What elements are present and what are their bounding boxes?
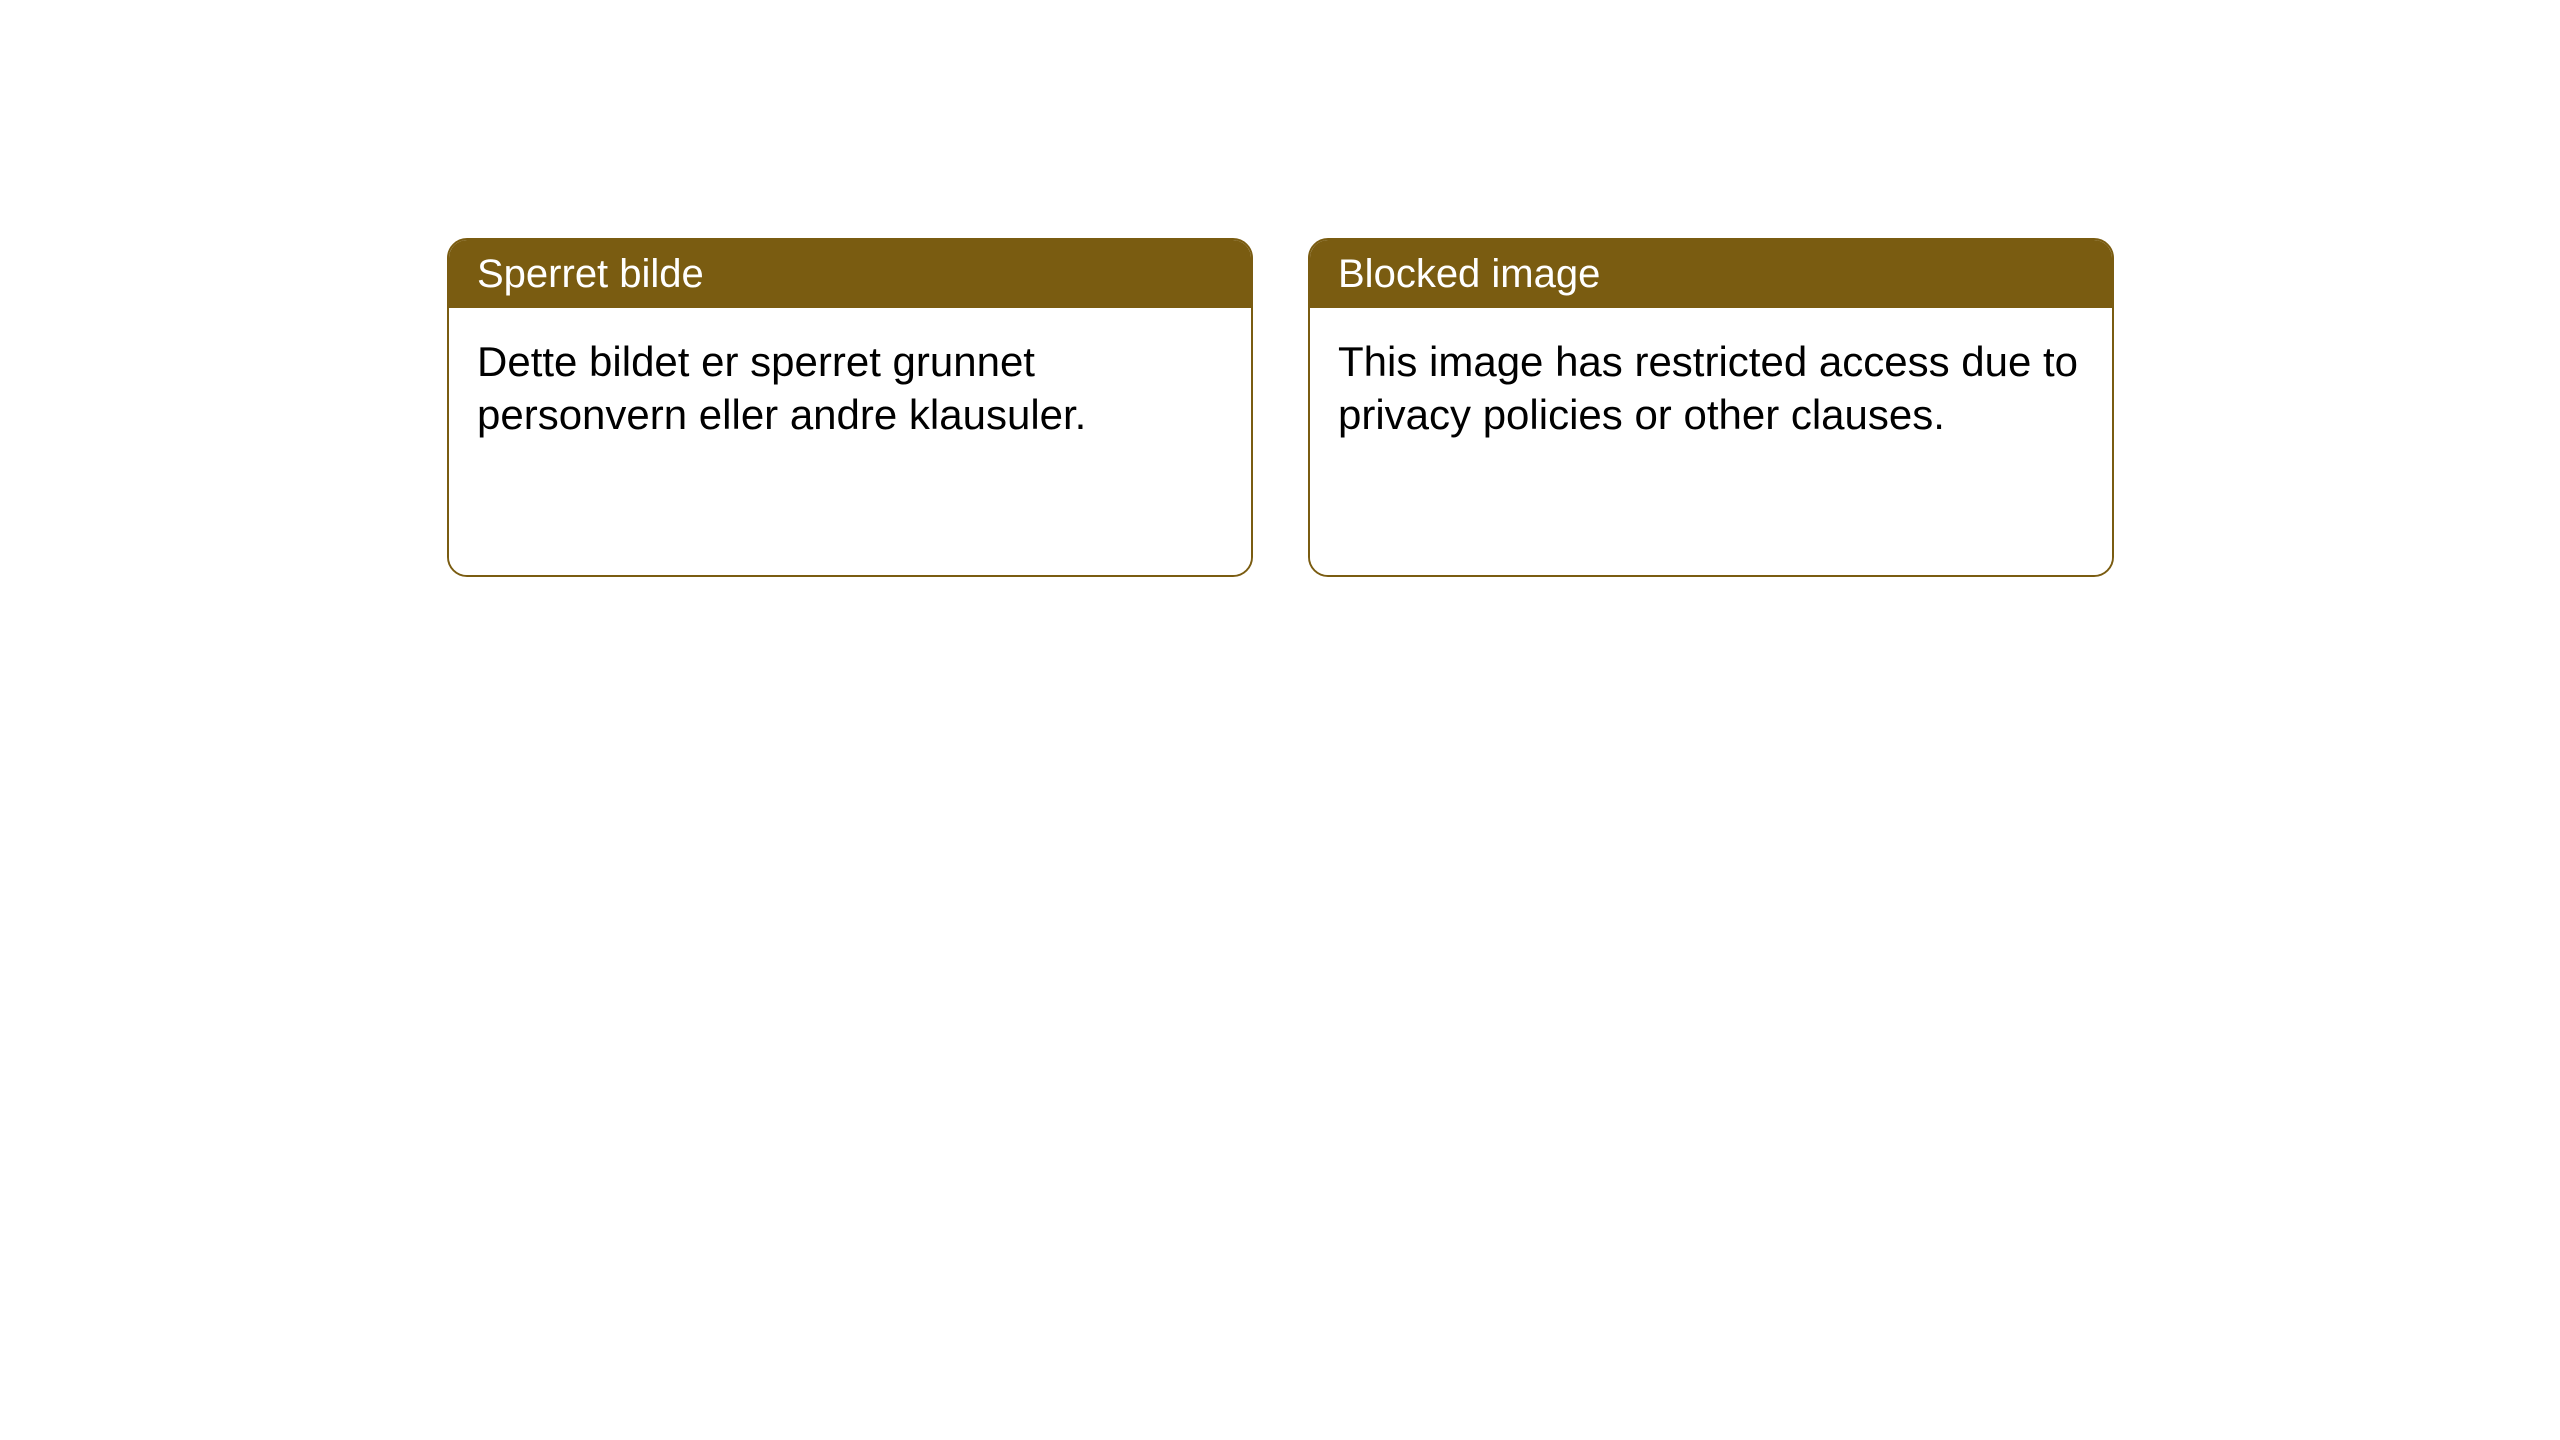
card-title-no: Sperret bilde [477,252,704,296]
card-title-en: Blocked image [1338,252,1600,296]
card-message-en: This image has restricted access due to … [1338,338,2078,438]
card-body-no: Dette bildet er sperret grunnet personve… [449,308,1251,575]
blocked-image-card-no: Sperret bilde Dette bildet er sperret gr… [447,238,1253,577]
blocked-image-card-en: Blocked image This image has restricted … [1308,238,2114,577]
card-body-en: This image has restricted access due to … [1310,308,2112,575]
card-header-no: Sperret bilde [449,240,1251,308]
card-message-no: Dette bildet er sperret grunnet personve… [477,338,1086,438]
notice-container: Sperret bilde Dette bildet er sperret gr… [0,0,2560,577]
card-header-en: Blocked image [1310,240,2112,308]
